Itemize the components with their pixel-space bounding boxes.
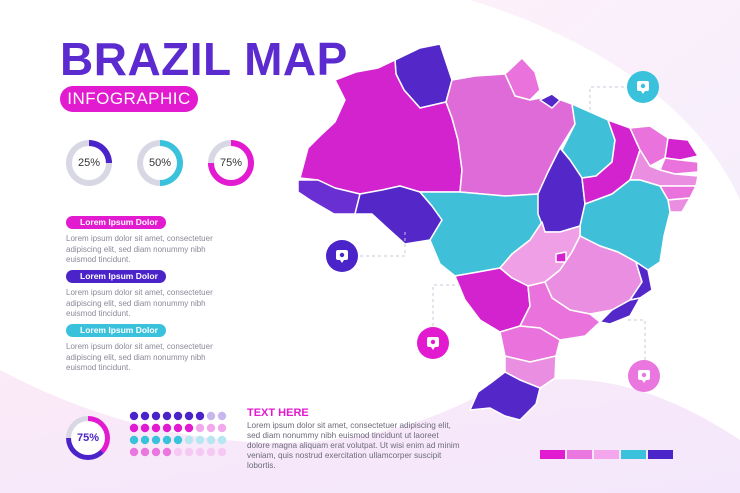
state-rio-grande-do-norte: [664, 137, 699, 161]
percent-ring-50: 50%: [137, 140, 183, 186]
grid-dot: [162, 411, 172, 421]
grid-dot: [195, 411, 205, 421]
grid-dot: [140, 447, 150, 457]
grid-dot: [206, 435, 216, 445]
pin-center[interactable]: [417, 327, 449, 359]
grid-dot: [151, 435, 161, 445]
pin-west[interactable]: [326, 240, 358, 272]
pin-south-east[interactable]: [628, 360, 660, 392]
grid-dot: [195, 423, 205, 433]
grid-dot: [195, 435, 205, 445]
grid-dot: [140, 435, 150, 445]
grid-dot: [184, 447, 194, 457]
percent-ring-label: 50%: [148, 157, 172, 169]
grid-dot: [217, 411, 227, 421]
legend-block-2: Lorem Ipsum Dolor Lorem ipsum dolor sit …: [66, 270, 216, 320]
legend-text: Lorem ipsum dolor sit amet, consectetuer…: [66, 288, 213, 318]
big-percent-ring: 75%: [66, 416, 110, 460]
footer-heading: TEXT HERE: [247, 407, 309, 419]
legend-block-1: Lorem Ipsum Dolor Lorem ipsum dolor sit …: [66, 216, 216, 266]
grid-dot: [184, 411, 194, 421]
state-rio-grande-do-sul: [469, 371, 541, 421]
grid-dot: [129, 447, 139, 457]
percent-ring-75: 75%: [208, 140, 254, 186]
legend-text: Lorem ipsum dolor sit amet, consectetuer…: [66, 234, 213, 264]
state-para: [445, 73, 576, 197]
color-swatch: [567, 450, 592, 459]
brazil-map: [297, 43, 699, 421]
legend-title: Lorem Ipsum Dolor: [66, 270, 166, 283]
grid-dot: [206, 447, 216, 457]
legend-title: Lorem Ipsum Dolor: [66, 216, 166, 229]
legend-text: Lorem ipsum dolor sit amet, consectetuer…: [66, 342, 213, 372]
legend-title: Lorem Ipsum Dolor: [66, 324, 166, 337]
grid-dot: [162, 423, 172, 433]
dot-grid: [129, 411, 227, 457]
state-rio-de-janeiro: [599, 297, 641, 325]
grid-dot: [195, 447, 205, 457]
map-pin-icon: [637, 81, 649, 94]
grid-dot: [140, 411, 150, 421]
grid-dot: [162, 435, 172, 445]
map-pin-icon: [427, 337, 439, 350]
footer-paragraph: Lorem ipsum dolor sit amet, consectetuer…: [247, 421, 460, 470]
percent-ring-label: 25%: [77, 157, 101, 169]
grid-dot: [217, 447, 227, 457]
pin-north-east[interactable]: [627, 71, 659, 103]
color-swatch: [621, 450, 646, 459]
grid-dot: [140, 423, 150, 433]
grid-dot: [217, 423, 227, 433]
grid-dot: [151, 411, 161, 421]
grid-dot: [173, 447, 183, 457]
percent-ring-25: 25%: [66, 140, 112, 186]
grid-dot: [129, 411, 139, 421]
color-swatch: [540, 450, 565, 459]
grid-dot: [184, 435, 194, 445]
big-ring-label: 75%: [76, 432, 100, 444]
marajo-island: [539, 93, 561, 109]
grid-dot: [206, 423, 216, 433]
grid-dot: [129, 423, 139, 433]
map-pin-icon: [638, 370, 650, 383]
grid-dot: [217, 435, 227, 445]
state-sao-paulo: [519, 281, 601, 341]
grid-dot: [151, 423, 161, 433]
grid-dot: [184, 423, 194, 433]
grid-dot: [162, 447, 172, 457]
color-swatch: [594, 450, 619, 459]
grid-dot: [151, 447, 161, 457]
color-scale-legend: [540, 450, 673, 459]
grid-dot: [173, 411, 183, 421]
map-pin-icon: [336, 250, 348, 263]
grid-dot: [206, 411, 216, 421]
subtitle-badge: INFOGRAPHIC: [60, 86, 198, 112]
grid-dot: [173, 435, 183, 445]
grid-dot: [173, 423, 183, 433]
grid-dot: [129, 435, 139, 445]
legend-block-3: Lorem Ipsum Dolor Lorem ipsum dolor sit …: [66, 324, 216, 374]
page-title: BRAZIL MAP: [60, 33, 348, 85]
color-swatch: [648, 450, 673, 459]
percent-ring-label: 75%: [219, 157, 243, 169]
